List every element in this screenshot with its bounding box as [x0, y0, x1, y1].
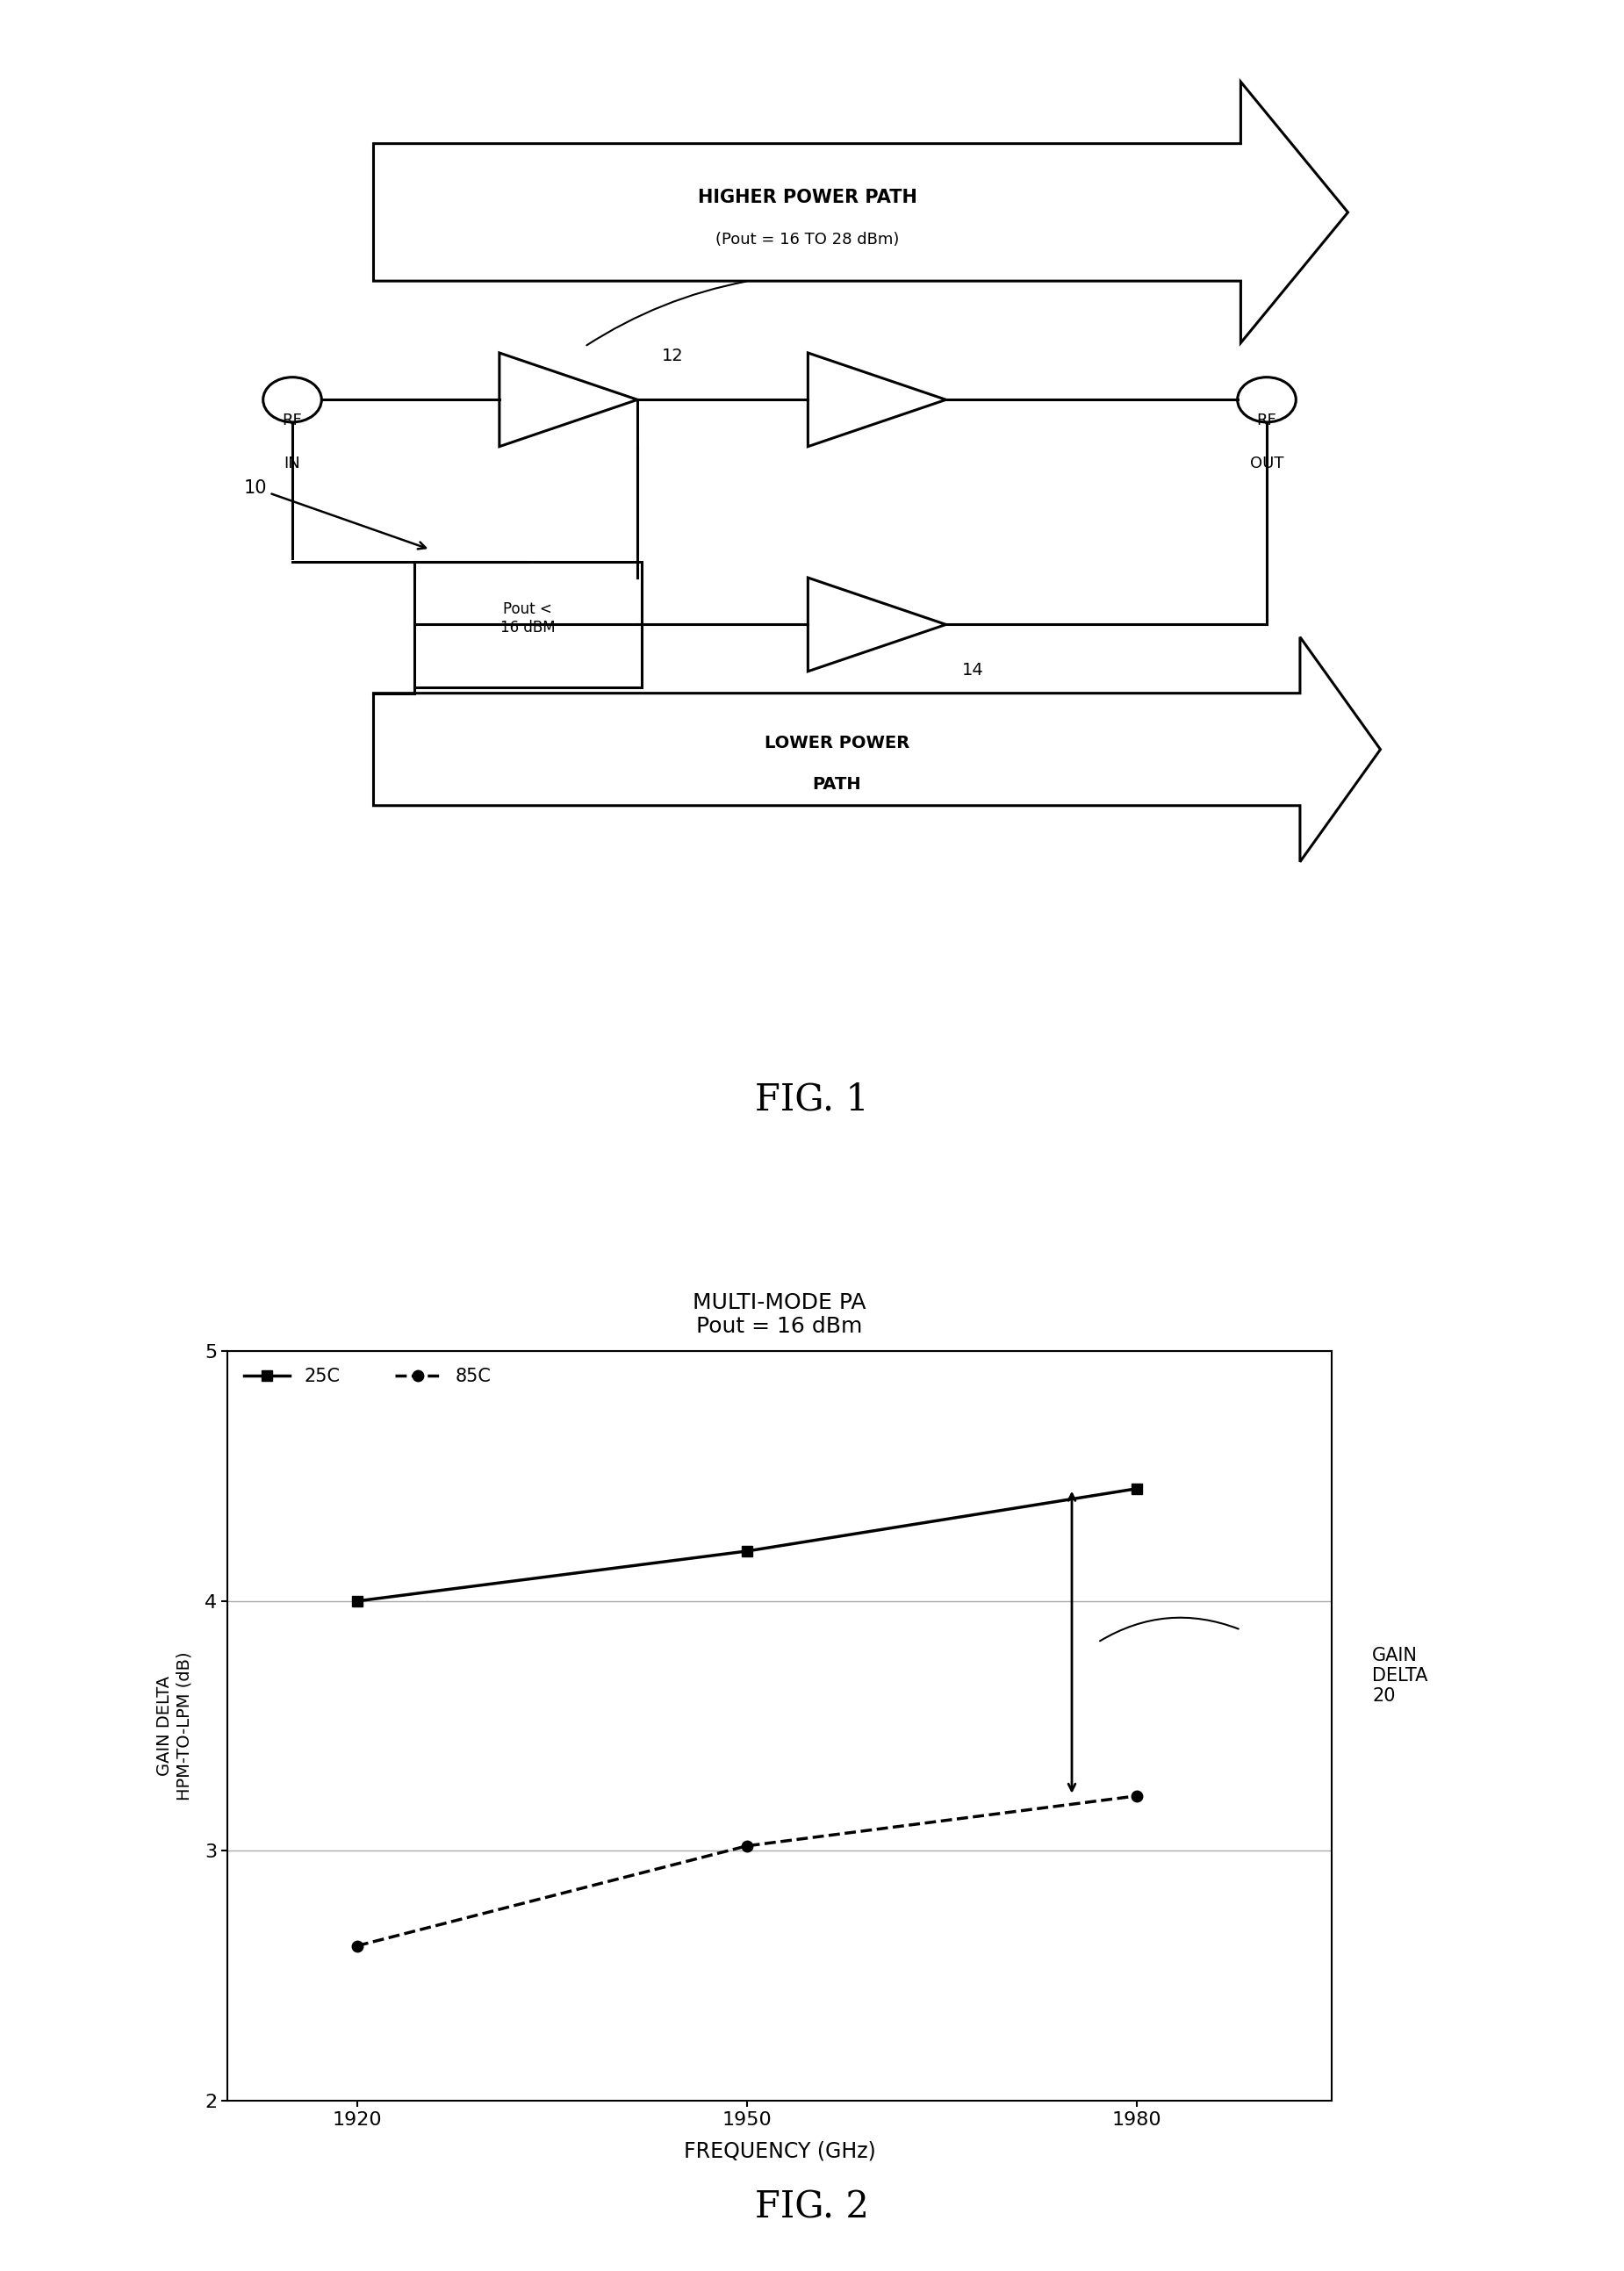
Text: Pout <
16 dBM: Pout < 16 dBM	[500, 602, 555, 636]
Text: 14: 14	[961, 663, 984, 679]
25C	[348, 1587, 367, 1615]
Text: IN: IN	[284, 456, 300, 472]
Line: 25C: 25C	[352, 1483, 1142, 1606]
Text: 12: 12	[663, 347, 684, 366]
85C	[1127, 1783, 1147, 1810]
Polygon shape	[374, 82, 1348, 343]
85C	[737, 1833, 757, 1860]
Text: FIG. 2: FIG. 2	[755, 2189, 869, 2226]
Text: FIG. 1: FIG. 1	[755, 1081, 869, 1117]
Text: GAIN
DELTA
20: GAIN DELTA 20	[1372, 1646, 1427, 1706]
X-axis label: FREQUENCY (GHz): FREQUENCY (GHz)	[684, 2142, 875, 2162]
Text: RF: RF	[283, 413, 302, 427]
Polygon shape	[374, 636, 1380, 863]
Bar	[414, 561, 641, 686]
Text: RF: RF	[1257, 413, 1276, 427]
Text: HIGHER POWER PATH: HIGHER POWER PATH	[697, 188, 918, 207]
Text: (Pout = 16 TO 28 dBm): (Pout = 16 TO 28 dBm)	[715, 232, 900, 248]
25C	[737, 1537, 757, 1565]
85C	[348, 1933, 367, 1960]
Legend: 25C, 85C: 25C, 85C	[237, 1360, 499, 1392]
Text: PATH: PATH	[812, 777, 861, 793]
Line: 85C: 85C	[352, 1790, 1142, 1951]
25C	[1127, 1476, 1147, 1503]
Text: LOWER POWER: LOWER POWER	[765, 736, 909, 752]
Title: MULTI-MODE PA
Pout = 16 dBm: MULTI-MODE PA Pout = 16 dBm	[693, 1292, 866, 1338]
Text: OUT: OUT	[1250, 456, 1283, 472]
Y-axis label: GAIN DELTA
HPM-TO-LPM (dB): GAIN DELTA HPM-TO-LPM (dB)	[156, 1651, 192, 1801]
Text: 10: 10	[244, 479, 425, 550]
